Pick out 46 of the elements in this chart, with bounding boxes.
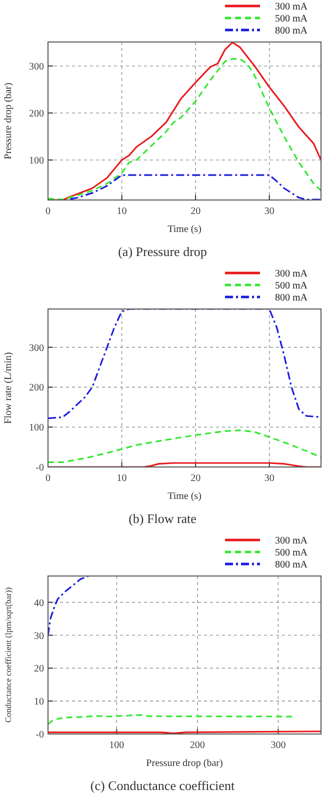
- y-tick-label: -0: [36, 462, 44, 474]
- x-tick-label: 30: [264, 206, 274, 217]
- legend-label: 300 mA: [275, 2, 308, 12]
- x-axis-title: Time (s): [168, 224, 202, 235]
- x-tick-label: 10: [116, 206, 127, 217]
- x-tick-label: 0: [46, 473, 50, 484]
- line-series: [48, 429, 321, 464]
- y-tick-label: 300: [29, 342, 44, 354]
- y-axis-title: Pressure drop (bar): [3, 82, 14, 160]
- y-tick-label: 20: [34, 664, 44, 675]
- legend-label: 800 mA: [275, 560, 308, 570]
- line-series: [48, 714, 294, 725]
- y-axis-title: Conductance coefficient (lpm/sqrt(bar)): [3, 587, 13, 723]
- x-tick-label: 0: [46, 206, 50, 217]
- legend-label: 500 mA: [275, 280, 308, 292]
- line-series: [69, 174, 321, 200]
- line-series: [48, 576, 90, 636]
- legend-label: 300 mA: [275, 536, 308, 546]
- legend-label: 500 mA: [275, 14, 308, 24]
- y-tick-label: 200: [29, 108, 44, 120]
- x-axis-title: Time (s): [168, 491, 202, 502]
- x-axis-title: Pressure drop (bar): [146, 758, 223, 769]
- legend-label: 300 mA: [275, 268, 308, 280]
- y-tick-label: 30: [34, 630, 44, 642]
- x-tick-label: 30: [264, 473, 274, 484]
- y-axis-title: Flow rate (L/min): [3, 352, 14, 424]
- x-tick-label: 20: [190, 473, 201, 484]
- line-series: [48, 309, 321, 420]
- x-tick-label: 300: [270, 740, 286, 751]
- x-tick-label: 100: [109, 740, 124, 751]
- legend-label: 800 mA: [275, 26, 308, 36]
- legend-label: 800 mA: [275, 292, 308, 304]
- y-tick-label: 40: [34, 598, 44, 609]
- y-tick-label: -0: [36, 730, 44, 740]
- y-tick-label: 100: [29, 422, 44, 434]
- y-tick-label: 300: [29, 61, 44, 72]
- text: (a) Pressure drop: [118, 244, 207, 259]
- text: (c) Conductance coefficient: [90, 778, 235, 793]
- legend-label: 500 mA: [275, 548, 308, 558]
- text: (b) Flow rate: [128, 511, 197, 526]
- x-tick-label: 10: [116, 473, 127, 484]
- y-tick-label: 100: [29, 156, 44, 167]
- y-tick-label: 10: [34, 696, 44, 708]
- x-tick-label: 20: [190, 206, 201, 217]
- y-tick-label: 200: [29, 382, 44, 394]
- x-tick-label: 200: [190, 740, 205, 751]
